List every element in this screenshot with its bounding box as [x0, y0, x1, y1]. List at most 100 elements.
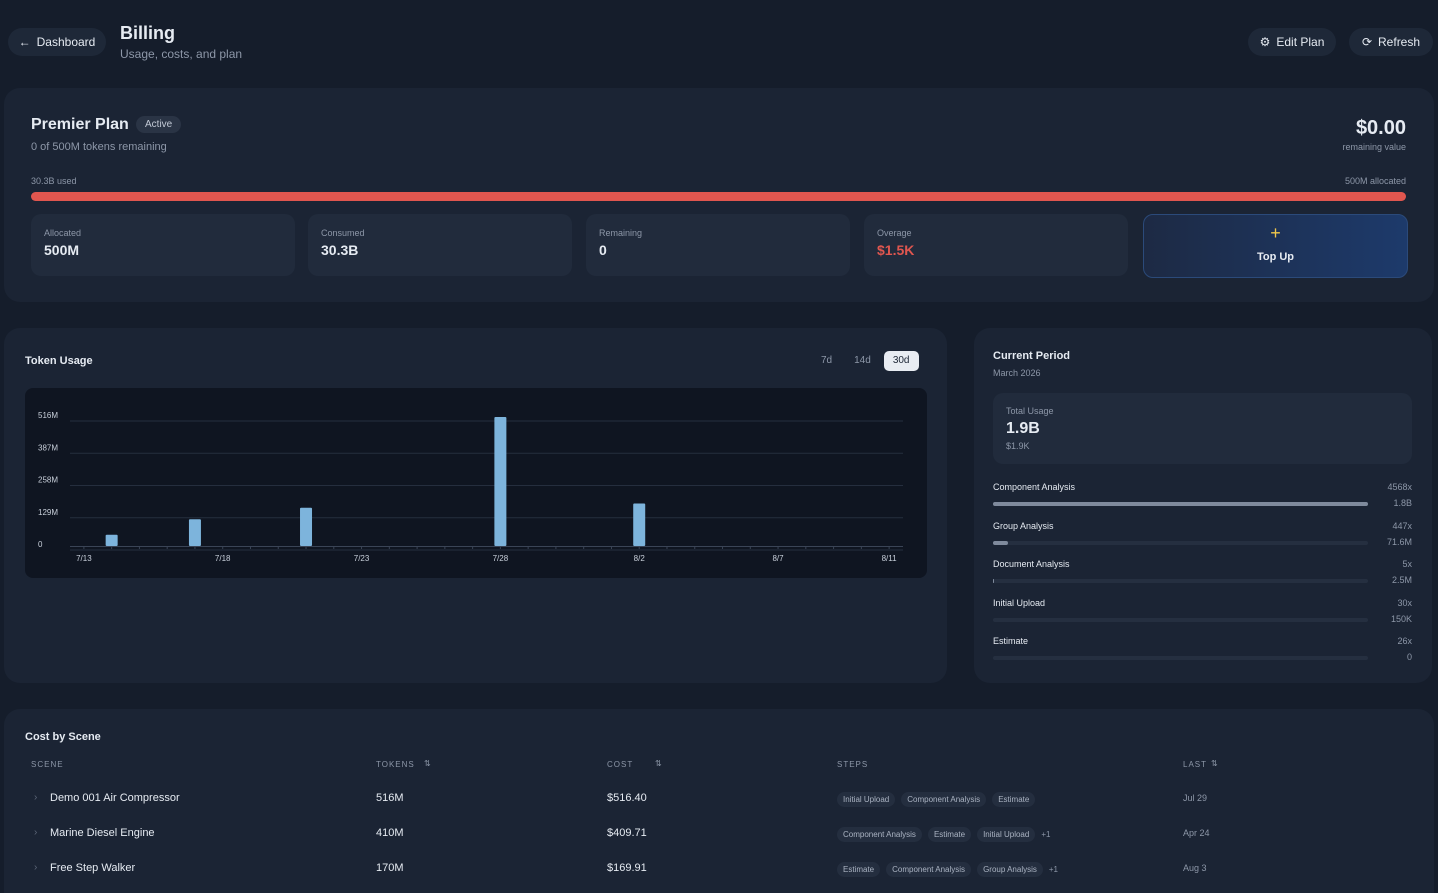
total-cost: $1.9K	[1006, 441, 1030, 451]
bar	[633, 503, 646, 546]
item-name: Group Analysis	[993, 520, 1054, 531]
y-tick-label: 516M	[38, 411, 58, 420]
step-chip: Initial Upload	[837, 792, 896, 807]
sort-icon[interactable]: ⇅	[424, 759, 431, 768]
item-name: Document Analysis	[993, 559, 1070, 569]
stat-card: Overage $1.5K	[864, 214, 1128, 276]
item-tokens: 71.6M	[1386, 536, 1412, 547]
range-selector: 7d 14d 30d	[812, 351, 919, 371]
column-header: TOKENS	[376, 760, 415, 769]
range-button[interactable]: 14d	[854, 355, 871, 366]
range-button[interactable]: 30d	[883, 351, 919, 371]
remaining-value: $0.00	[1355, 117, 1406, 139]
x-tick-label: 7/18	[215, 554, 231, 563]
usage-progress	[31, 192, 1406, 201]
item-count: 30x	[1397, 597, 1412, 608]
status-badge: Active	[136, 116, 182, 133]
range-button[interactable]: 7d	[821, 355, 833, 366]
scene-steps: Initial Upload Component Analysis Estimate	[837, 792, 1041, 807]
step-chip: Group Analysis	[977, 862, 1043, 877]
scene-name: Marine Diesel Engine	[50, 827, 155, 839]
chart-panel: 0 129M 258M 387M 516M 7/13 7/18 7/23 7/28 8/2 8/7 8…	[25, 388, 927, 578]
x-tick-label: 7/13	[76, 554, 92, 563]
item-track	[993, 656, 1368, 660]
stat-label: Overage	[877, 228, 912, 238]
total-usage: 1.9B	[1006, 420, 1040, 437]
scene-cost: $409.71	[607, 827, 647, 839]
y-tick-label: 387M	[38, 443, 58, 452]
page-title: Billing	[120, 23, 175, 43]
step-chip: Component Analysis	[886, 862, 972, 877]
step-chip: Component Analysis	[837, 827, 922, 842]
stat-value: 500M	[44, 242, 80, 258]
scene-last: Apr 24	[1183, 828, 1210, 838]
bar	[105, 534, 118, 546]
stat-value: $1.5K	[877, 242, 915, 258]
scene-steps: Component Analysis Estimate Initial Upload…	[837, 827, 1050, 842]
item-bar	[993, 502, 1368, 506]
total-label: Total Usage	[1006, 406, 1054, 416]
stat-value: 30.3B	[321, 242, 359, 258]
item-tokens: 0	[1406, 652, 1412, 662]
item-bar	[993, 579, 994, 583]
refresh-button[interactable]: ⟳ Refresh	[1349, 28, 1433, 56]
button-label: Refresh	[1378, 35, 1421, 49]
y-tick-label: 0	[38, 540, 43, 549]
item-track	[993, 579, 1368, 583]
edit-plan-button[interactable]: ⚙ Edit Plan	[1248, 28, 1336, 56]
allocated-label: 500M allocated	[1344, 176, 1406, 186]
scene-name: Demo 001 Air Compressor	[50, 792, 180, 804]
stat-label: Allocated	[44, 228, 82, 238]
plan-remaining: 0 of 500M tokens remaining	[31, 141, 167, 153]
bar	[188, 519, 201, 546]
bar	[300, 507, 313, 546]
item-count: 4568x	[1387, 482, 1412, 492]
x-tick-label: 8/7	[772, 554, 784, 563]
more-steps: +1	[1048, 865, 1058, 874]
row-chevron[interactable]: ›	[34, 862, 38, 873]
item-tokens: 150K	[1390, 613, 1412, 624]
row-chevron[interactable]: ›	[34, 827, 38, 838]
item-count: 26x	[1397, 636, 1412, 646]
stat-label: Remaining	[599, 228, 643, 238]
column-header: LAST	[1183, 760, 1208, 769]
top-up-button[interactable]: + Top Up	[1143, 214, 1408, 278]
back-label: Dashboard	[36, 35, 96, 49]
column-header: STEPS	[837, 760, 869, 769]
total-box: Total Usage 1.9B $1.9K	[993, 393, 1412, 464]
used-label: 30.3B used	[31, 176, 77, 186]
x-tick-label: 8/2	[634, 554, 646, 563]
x-tick-label: 7/23	[354, 554, 370, 563]
scene-cost: $516.40	[607, 792, 647, 804]
x-tick-label: 7/28	[493, 554, 509, 563]
scene-tokens: 516M	[376, 792, 404, 804]
sort-icon[interactable]: ⇅	[655, 759, 662, 768]
more-steps: +1	[1041, 830, 1051, 839]
stat-value: 0	[599, 242, 607, 258]
item-count: 5x	[1402, 559, 1412, 569]
stat-label: Consumed	[321, 228, 365, 238]
item-name: Initial Upload	[993, 597, 1046, 608]
column-header: COST	[607, 760, 634, 769]
x-tick-label: 8/11	[882, 554, 898, 563]
stat-card: Consumed 30.3B	[308, 214, 572, 276]
item-name: Component Analysis	[993, 482, 1076, 492]
scene-tokens: 170M	[376, 862, 404, 874]
column-header: SCENE	[31, 760, 64, 769]
scene-last: Aug 3	[1183, 863, 1207, 873]
item-name: Estimate	[993, 636, 1029, 646]
scenes-card	[4, 709, 1434, 893]
row-chevron[interactable]: ›	[34, 792, 38, 803]
back-button[interactable]: ← Dashboard	[8, 28, 106, 56]
y-tick-label: 129M	[38, 508, 58, 517]
scene-tokens: 410M	[376, 827, 404, 839]
button-label: Edit Plan	[1276, 35, 1325, 49]
sort-icon[interactable]: ⇅	[1211, 759, 1218, 768]
chart: 0 129M 258M 387M 516M 7/13 7/18 7/23 7/28 8/2 8/7 8…	[38, 411, 903, 563]
plus-icon: +	[1270, 223, 1281, 243]
scene-cost: $169.91	[607, 862, 647, 874]
bar	[494, 417, 507, 546]
step-chip: Component Analysis	[901, 792, 987, 807]
period-subtitle: March 2026	[993, 368, 1041, 378]
